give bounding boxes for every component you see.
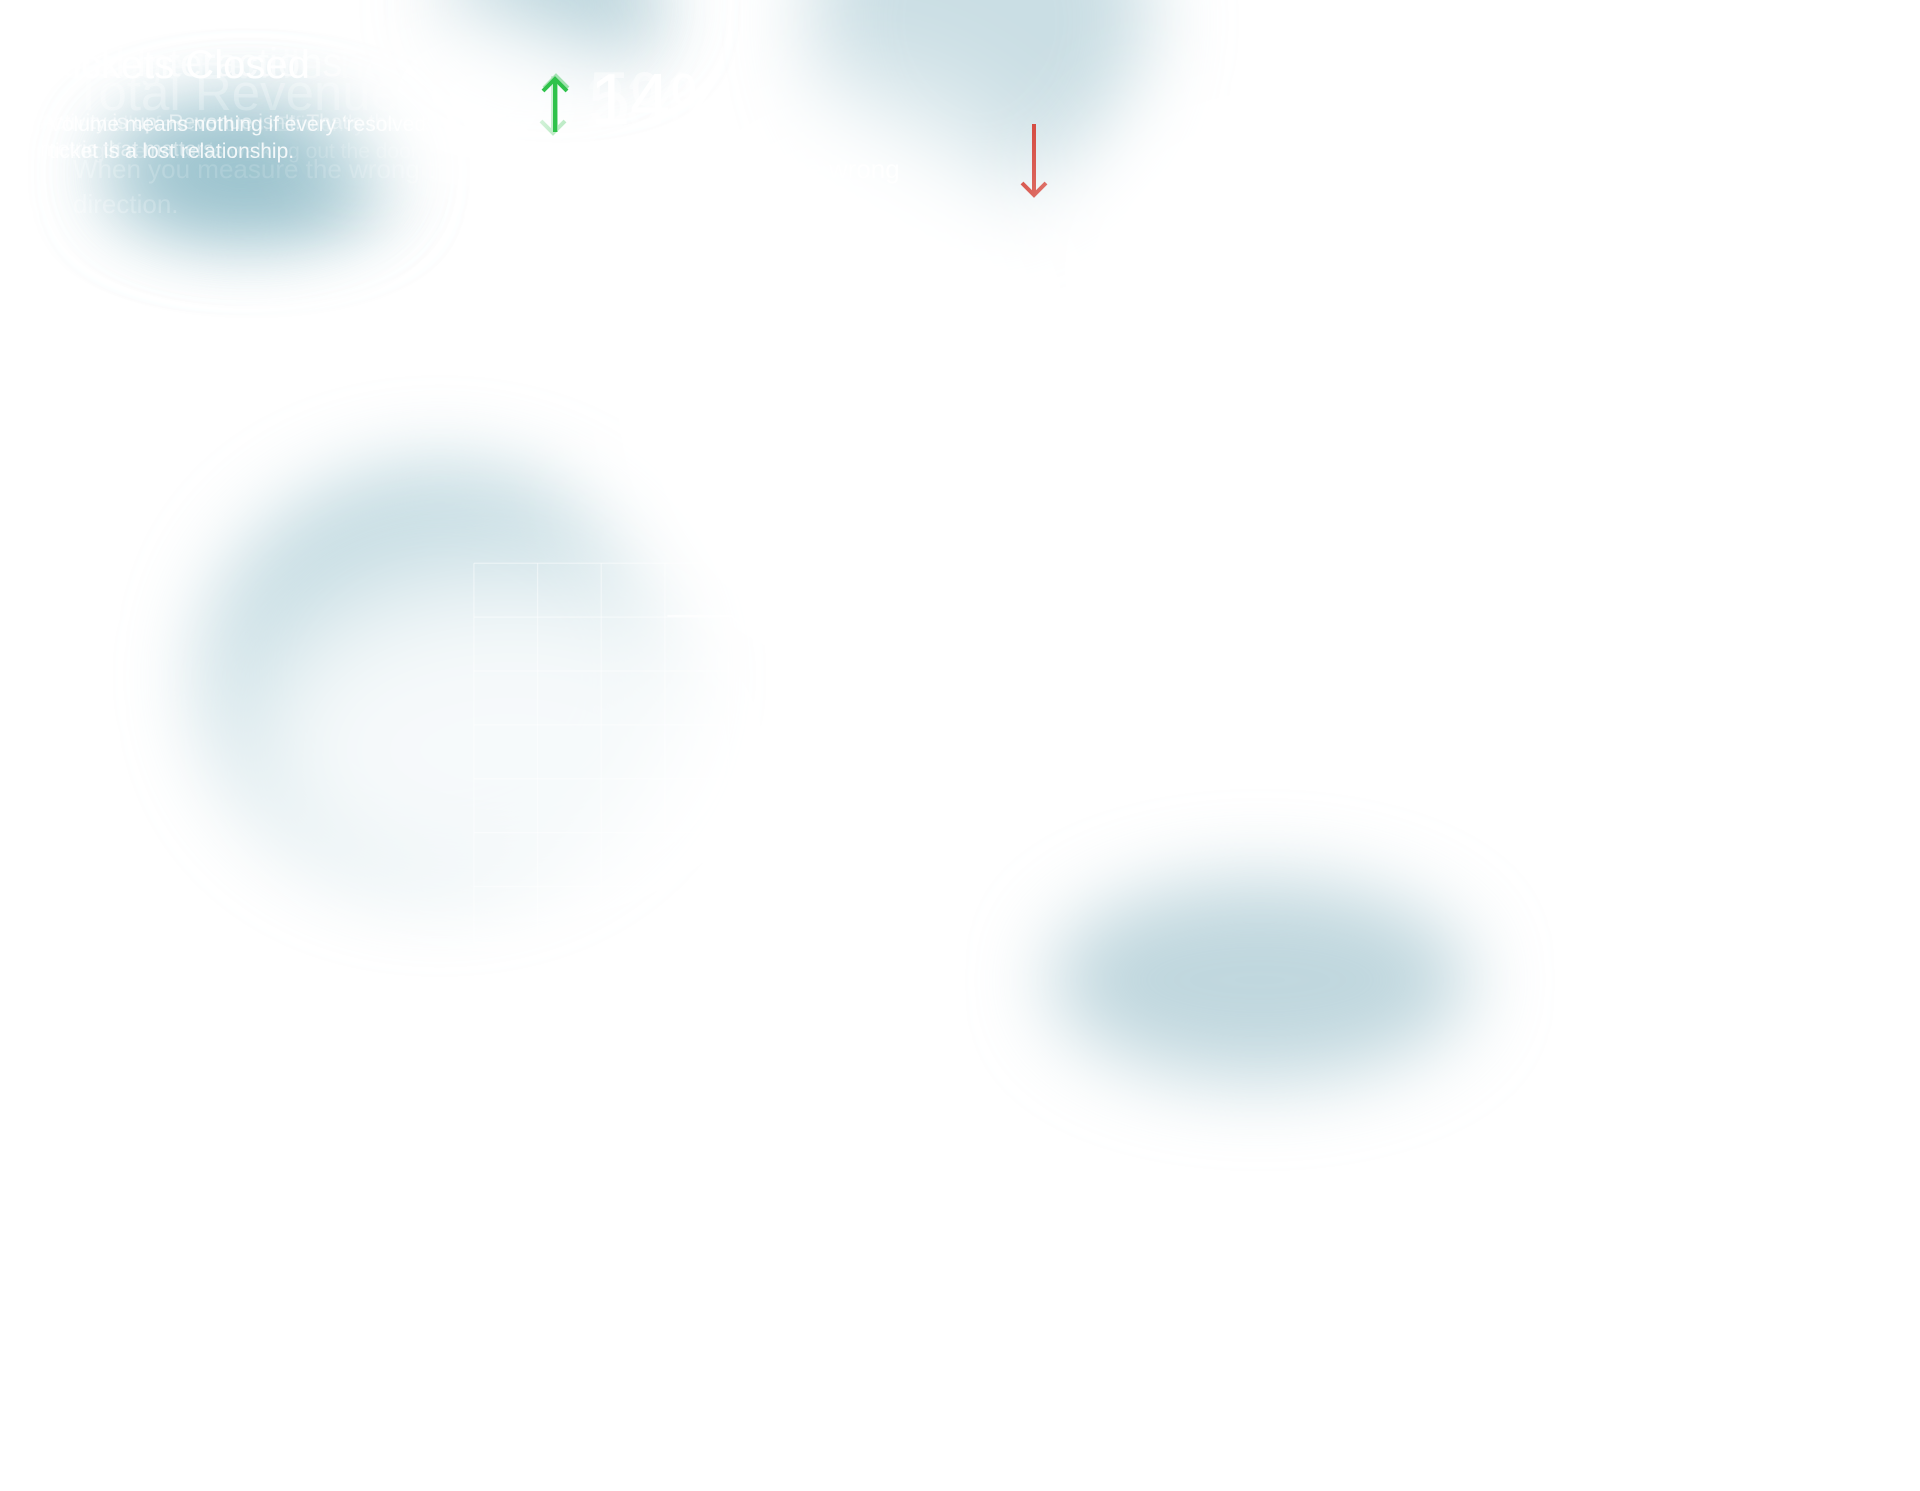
card-title: Tickets Closed: [49, 43, 310, 87]
arrow-shape: [541, 76, 569, 132]
metric-card: Total Revenue When you measure the wrong …: [0, 0, 1352, 1062]
arrow-shape: [1020, 124, 1048, 198]
card-shade: [202, 464, 676, 888]
card-title: Total Interactions: [40, 41, 343, 85]
card-description: Volume means nothing if every ‘resolved’…: [49, 113, 430, 163]
card-shade: [464, 0, 658, 55]
page: {"cards": [ {"title": "Average Handle Ti…: [110, 0, 1470, 1080]
trend-arrow: [1020, 124, 1048, 198]
card-value: 14%: [590, 60, 735, 140]
metric-card: Total Interactions Activity is up. Revenu…: [0, 0, 735, 1276]
trend-arrow: [541, 76, 569, 132]
metric-card: Tickets Closed Volume means nothing if ev…: [0, 0, 776, 1491]
